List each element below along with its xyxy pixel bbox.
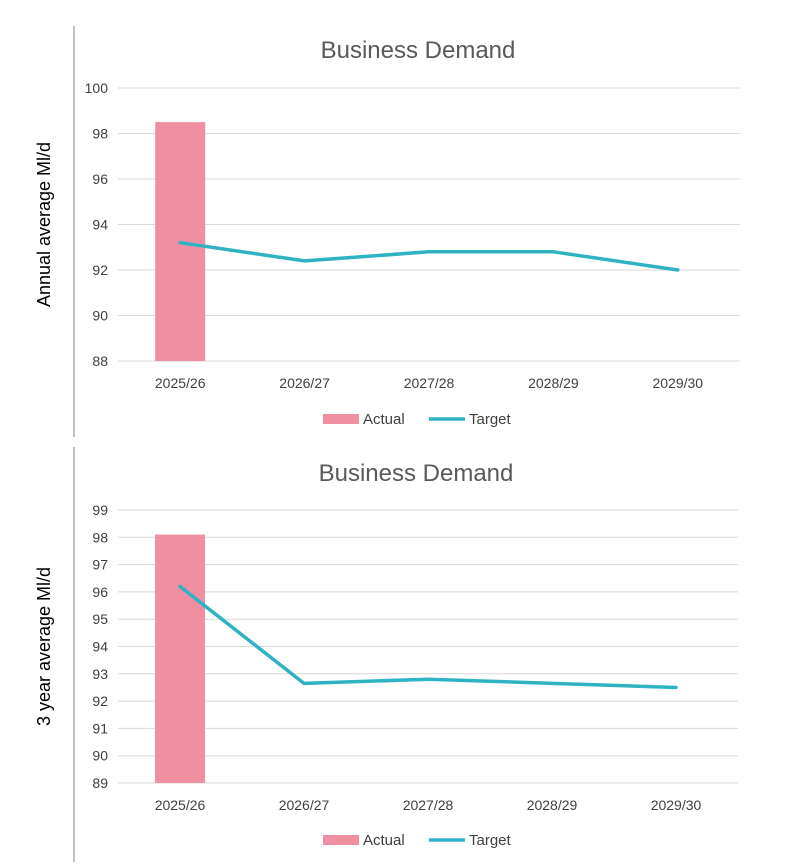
y-tick-label: 92	[92, 262, 108, 278]
legend-label-target: Target	[469, 832, 512, 849]
x-tick-label: 2028/29	[527, 797, 578, 813]
x-tick-label: 2029/30	[651, 797, 702, 813]
legend-label-actual: Actual	[363, 411, 405, 428]
chart-2: Business Demand 3 year average Ml/d 89 90 91…	[34, 447, 738, 862]
point-target	[303, 259, 306, 263]
x-tick-label: 2028/29	[528, 375, 579, 391]
y-tick-label: 97	[92, 557, 108, 573]
x-tick-label: 2026/27	[279, 797, 330, 813]
legend-swatch-actual	[323, 414, 359, 424]
y-tick-label: 88	[92, 353, 108, 369]
point-target	[427, 250, 431, 253]
y-axis-label: 3 year average Ml/d	[34, 567, 54, 726]
y-tick-label: 90	[92, 748, 108, 764]
point-target	[179, 241, 182, 244]
x-tick-label: 2025/26	[155, 375, 206, 391]
line-target	[178, 240, 680, 272]
legend-label-actual: Actual	[363, 832, 405, 849]
legend-swatch-actual	[323, 835, 359, 845]
y-axis-label: Annual average Ml/d	[34, 142, 54, 307]
chart-title: Business Demand	[319, 460, 514, 487]
y-tick-label: 90	[92, 308, 108, 324]
y-tick-label: 89	[92, 775, 108, 791]
bar-actual	[155, 534, 205, 783]
x-tick-label: 2025/26	[155, 797, 206, 813]
y-tick-label: 93	[92, 666, 108, 682]
point-target	[550, 682, 554, 685]
y-tick-label: 92	[92, 693, 108, 709]
x-tick-label: 2026/27	[279, 375, 330, 391]
y-tick-label: 99	[92, 502, 108, 518]
point-target	[676, 268, 679, 272]
y-tick-label: 98	[92, 529, 108, 545]
legend: Actual Target	[323, 832, 512, 849]
line-target	[178, 584, 678, 690]
y-tick-label: 94	[92, 217, 108, 233]
legend-label-target: Target	[469, 411, 512, 428]
point-target	[674, 686, 678, 689]
chart-1: Business Demand Annual average Ml/d 88 90 92…	[34, 26, 740, 437]
y-tick-label: 91	[92, 720, 108, 736]
x-tick-label: 2029/30	[652, 375, 703, 391]
chart-title: Business Demand	[321, 37, 516, 64]
y-tick-label: 95	[92, 611, 108, 627]
x-tick-label: 2027/28	[404, 375, 455, 391]
point-target	[552, 250, 555, 253]
y-tick-label: 100	[85, 80, 109, 96]
point-target	[178, 585, 182, 588]
y-tick-label: 96	[92, 584, 108, 600]
y-tick-label: 98	[92, 126, 108, 142]
point-target	[302, 682, 306, 685]
x-tick-label: 2027/28	[403, 797, 454, 813]
y-tick-label: 96	[92, 171, 108, 187]
legend: Actual Target	[323, 411, 512, 428]
point-target	[426, 678, 430, 681]
y-tick-label: 94	[92, 639, 108, 655]
